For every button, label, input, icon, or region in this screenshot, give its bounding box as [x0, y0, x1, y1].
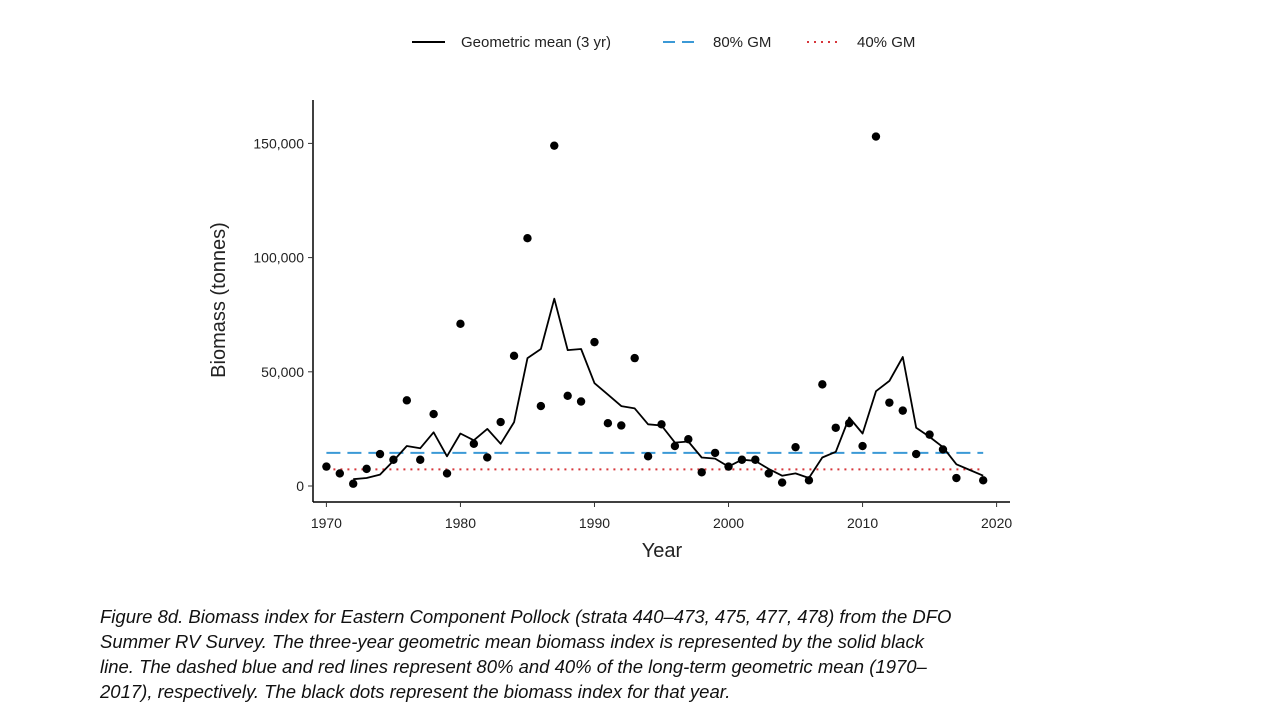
data-point [349, 479, 358, 488]
data-point [362, 464, 371, 474]
caption-line-2: Summer RV Survey. The three-year geometr… [100, 631, 924, 652]
data-point [429, 409, 438, 419]
data-point [952, 473, 961, 483]
data-point [643, 452, 653, 461]
data-point [938, 445, 948, 454]
caption-line-3: line. The dashed blue and red lines repr… [100, 656, 927, 677]
data-point [416, 455, 425, 464]
data-point [563, 391, 572, 400]
geometric-mean-line [353, 297, 984, 481]
y-tick-label: 150,000 [253, 135, 304, 151]
data-point [442, 469, 452, 478]
data-point [684, 434, 693, 444]
reference-lines [326, 451, 984, 471]
data-point [764, 469, 773, 478]
data-point [791, 442, 800, 452]
data-point [576, 397, 586, 406]
data-point [617, 421, 626, 430]
data-point [375, 449, 385, 459]
data-point [831, 423, 840, 432]
data-point [858, 441, 867, 451]
geometric-mean-line-group [353, 297, 984, 481]
caption-line-1: Figure 8d. Biomass index for Eastern Com… [100, 606, 952, 627]
data-point [978, 476, 988, 485]
data-point [804, 476, 814, 485]
data-point [751, 455, 760, 464]
data-point [456, 319, 465, 329]
legend-label-gm40: 40% GM [857, 34, 915, 51]
data-point [818, 380, 827, 389]
data-point [737, 455, 747, 464]
data-point [322, 462, 331, 471]
data-point [550, 141, 559, 150]
x-tick-label: 1980 [445, 515, 476, 531]
data-point [777, 478, 787, 487]
x-tick-label: 1970 [311, 515, 342, 531]
data-point [389, 455, 398, 464]
y-axis-title: Biomass (tonnes) [208, 222, 230, 378]
data-point [469, 439, 479, 448]
caption-line-4: 2017), respectively. The black dots repr… [100, 681, 731, 702]
data-point [402, 396, 412, 405]
x-tick-label: 2000 [713, 515, 744, 531]
y-tick-label: 0 [296, 478, 304, 494]
data-point [335, 469, 345, 478]
data-point [509, 351, 519, 361]
data-point [523, 233, 532, 243]
data-point [871, 132, 881, 141]
data-point [603, 418, 613, 428]
data-point [536, 401, 546, 411]
data-point [911, 449, 921, 459]
y-tick-label: 100,000 [253, 250, 304, 266]
legend: Geometric mean (3 yr) 80% GM 40% GM [412, 34, 915, 51]
legend-label-gm: Geometric mean (3 yr) [461, 34, 611, 51]
x-axis-title: Year [642, 540, 683, 562]
x-tick-label: 1990 [579, 515, 610, 531]
data-point [885, 398, 894, 407]
figure-caption: Figure 8d. Biomass index for Eastern Com… [100, 604, 1140, 704]
axes: 0 50,000 100,000 150,000 1970 1980 1990 2000 201… [253, 100, 1012, 531]
data-point [724, 462, 733, 471]
data-point [590, 337, 599, 347]
data-point [697, 468, 706, 477]
data-point [670, 441, 680, 451]
data-point [657, 420, 666, 429]
y-tick-label: 50,000 [261, 364, 304, 380]
x-tick-label: 2020 [981, 515, 1012, 531]
x-tick-label: 2010 [847, 515, 878, 531]
data-point [710, 448, 720, 458]
biomass-points [322, 132, 988, 488]
legend-label-gm80: 80% GM [713, 34, 771, 51]
data-point [898, 406, 907, 415]
data-point [844, 418, 854, 428]
data-point [925, 430, 934, 439]
data-point [630, 353, 639, 363]
data-point [483, 453, 492, 462]
chart: Geometric mean (3 yr) 80% GM 40% GM 0 50,00… [208, 34, 1012, 562]
data-point [496, 417, 505, 427]
